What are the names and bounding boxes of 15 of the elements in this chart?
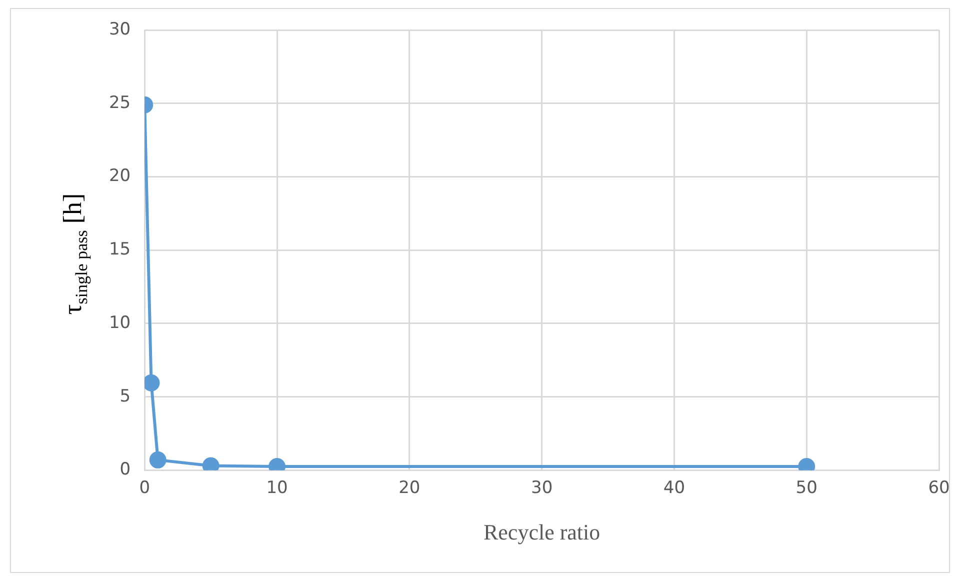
x-tick-label: 60 <box>928 478 950 498</box>
x-tick-label: 10 <box>266 478 288 498</box>
y-tick-label: 15 <box>108 240 131 260</box>
y-tick-label: 25 <box>108 92 131 113</box>
x-tick-label: 50 <box>796 478 818 498</box>
y-tick-label: 0 <box>120 460 131 480</box>
x-tick-label: 20 <box>398 478 420 498</box>
y-tick-label: 30 <box>108 19 131 40</box>
y-tick-label: 20 <box>108 166 131 186</box>
x-tick-label: 30 <box>530 478 553 498</box>
y-tick-label: 10 <box>108 312 131 333</box>
x-tick-label: 0 <box>139 478 150 498</box>
x-axis-title: Recycle ratio <box>483 520 600 545</box>
x-tick-label: 40 <box>663 478 686 498</box>
y-tick-label: 5 <box>120 386 131 406</box>
